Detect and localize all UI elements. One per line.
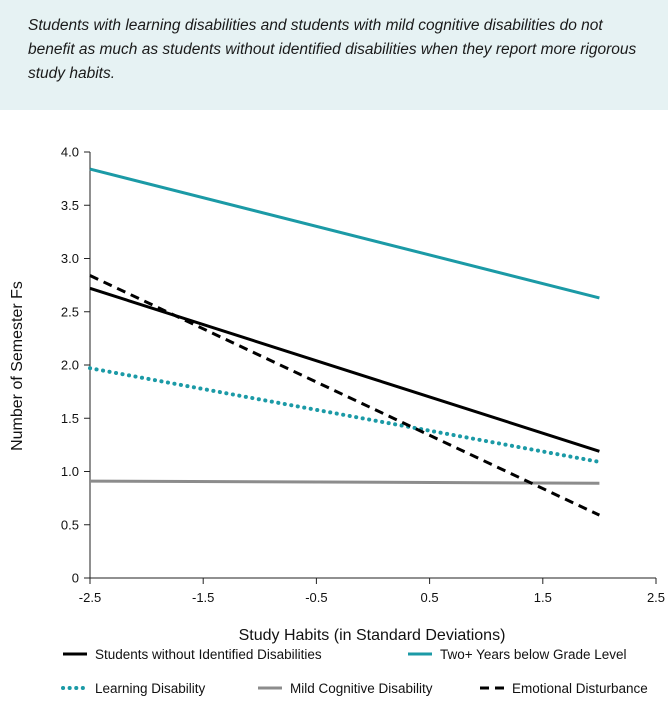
legend-item-mild-cognitive-disability: Mild Cognitive Disability: [258, 681, 433, 696]
series-line-emotional-disturbance: [89, 274, 601, 517]
callout-text: Students with learning disabilities and …: [28, 17, 637, 82]
x-tick-label: 1.5: [534, 590, 552, 605]
series-line-learning-disability: [88, 366, 602, 464]
legend-item-learning-disability: Learning Disability: [61, 681, 206, 696]
y-tick-label: 2.5: [61, 304, 79, 319]
series-line-two-years-below-grade-level: [89, 167, 600, 300]
y-tick-label: 3.0: [61, 251, 79, 266]
y-tick-label: 0: [72, 571, 79, 586]
series-line-students-without-identified-disabilities: [89, 286, 600, 453]
x-axis-title: Study Habits (in Standard Deviations): [239, 627, 506, 644]
series-line-mild-cognitive-disability: [89, 479, 600, 485]
series-lines: [88, 167, 602, 517]
legend-label: Emotional Disturbance: [512, 681, 648, 696]
x-tick-label: 2.5: [647, 590, 665, 605]
legend-label: Learning Disability: [95, 681, 206, 696]
y-tick-label: 3.5: [61, 198, 79, 213]
x-tick-label: -1.5: [192, 590, 214, 605]
y-tick-label: 1.5: [61, 411, 79, 426]
x-tick-labels: -2.5 -1.5 -0.5 0.5 1.5 2.5: [79, 590, 665, 605]
y-tick-label: 2.0: [61, 358, 79, 373]
x-tick-label: -2.5: [79, 590, 101, 605]
axes: [84, 151, 657, 584]
y-tick-label: 4.0: [61, 145, 79, 160]
legend-label: Mild Cognitive Disability: [290, 681, 433, 696]
y-tick-label: 0.5: [61, 517, 79, 532]
legend: Students without Identified Disabilities…: [61, 647, 648, 696]
legend-label: Two+ Years below Grade Level: [440, 647, 627, 662]
y-axis-title: Number of Semester Fs: [9, 281, 26, 451]
y-tick-label: 1.0: [61, 464, 79, 479]
legend-item-emotional-disturbance: Emotional Disturbance: [480, 681, 648, 696]
x-tick-label: -0.5: [305, 590, 327, 605]
x-tick-label: 0.5: [421, 590, 439, 605]
legend-label: Students without Identified Disabilities: [95, 647, 322, 662]
legend-item-students-without-identified-disabilities: Students without Identified Disabilities: [63, 647, 322, 662]
callout-box: Students with learning disabilities and …: [0, 0, 668, 110]
legend-item-two-years-below-grade-level: Two+ Years below Grade Level: [408, 647, 627, 662]
y-tick-labels: 0 0.5 1.0 1.5 2.0 2.5 3.0 3.5 4.0: [61, 145, 79, 586]
line-chart: 0 0.5 1.0 1.5 2.0 2.5 3.0 3.5 4.0 -2.5 -1.5 -0.5 0.…: [9, 145, 665, 697]
